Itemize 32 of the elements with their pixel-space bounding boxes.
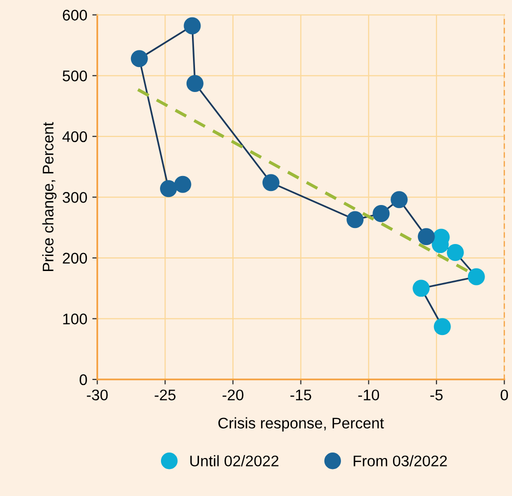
y-tick-label: 100 (63, 314, 87, 324)
point (346, 211, 364, 228)
point (412, 280, 430, 297)
x-tick-label: -20 (222, 390, 244, 400)
point (418, 228, 435, 246)
y-tick-label: 500 (62, 70, 87, 82)
x-axis-title: Crisis response, Percent (218, 417, 384, 432)
x-tick-label: 0 (500, 390, 508, 400)
x-tick-label: -30 (86, 390, 108, 400)
point (468, 268, 485, 286)
point (186, 75, 204, 92)
legend-label: Until 02/2022 (190, 455, 278, 466)
point (446, 244, 464, 261)
point (184, 17, 201, 34)
x-tick-label: -25 (154, 390, 176, 400)
legend-label: From 03/2022 (354, 455, 447, 466)
point (130, 50, 148, 68)
x-tick-label: -15 (290, 390, 312, 400)
point (160, 180, 178, 198)
point (434, 318, 451, 336)
x-tick-label: -10 (358, 390, 380, 400)
point (372, 205, 390, 222)
y-tick-label: 400 (62, 131, 87, 142)
y-tick-label: 0 (80, 374, 87, 386)
y-axis-title: Price change, Percent (42, 122, 57, 272)
y-tick-label: 200 (62, 252, 87, 264)
y-tick-label: 600 (62, 10, 87, 21)
y-tick-label: 300 (62, 192, 87, 203)
point (262, 174, 280, 192)
point (174, 176, 192, 193)
point (390, 191, 408, 208)
x-tick-label: -5 (430, 390, 443, 400)
